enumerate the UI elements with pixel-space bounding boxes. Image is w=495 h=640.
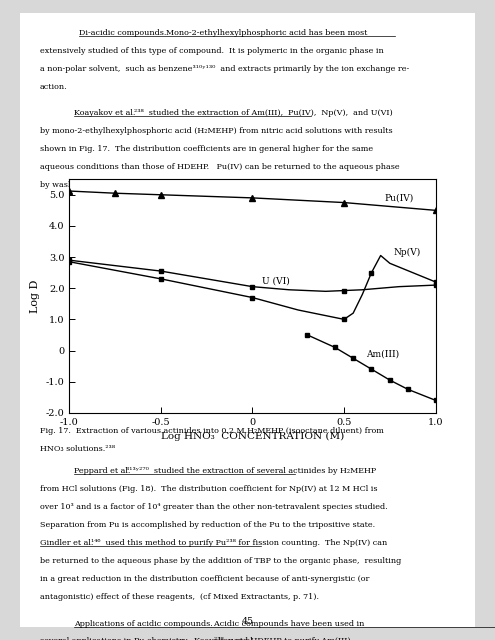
Text: U (VI): U (VI) (262, 276, 290, 285)
X-axis label: Log HNO₃  CONCENTRATION (M): Log HNO₃ CONCENTRATION (M) (161, 432, 344, 442)
Text: several applications in Pu chemistry.  Koayakov et al.: several applications in Pu chemistry. Ko… (40, 637, 255, 640)
Text: HNO₃ solutions.²³⁸: HNO₃ solutions.²³⁸ (40, 445, 115, 453)
Text: action.: action. (40, 83, 67, 90)
Text: ²³⁸  used HDEHP to purify Am(III): ²³⁸ used HDEHP to purify Am(III) (214, 637, 351, 640)
Text: Peppard et al.: Peppard et al. (74, 467, 131, 475)
Text: Mono-2-ethylhexylphosphoric acid has been most: Mono-2-ethylhexylphosphoric acid has bee… (161, 29, 367, 37)
Text: antagonistic) effect of these reagents,  (cf Mixed Extractants, p. 71).: antagonistic) effect of these reagents, … (40, 593, 319, 600)
Text: ³¹³ʸ²⁷⁰  studied the extraction of several actinides by H₂MEHP: ³¹³ʸ²⁷⁰ studied the extraction of severa… (126, 467, 376, 475)
Text: Am(III): Am(III) (366, 349, 399, 358)
Text: Separation from Pu is accomplished by reduction of the Pu to the tripositive sta: Separation from Pu is accomplished by re… (40, 521, 375, 529)
Text: ¹⁴⁶  used this method to purify Pu²³⁸ for fission counting.  The Np(IV) can: ¹⁴⁶ used this method to purify Pu²³⁸ for… (91, 539, 387, 547)
Text: a non-polar solvent,  such as benzene³¹⁰ʸ¹³⁰  and extracts primarily by the ion : a non-polar solvent, such as benzene³¹⁰ʸ… (40, 65, 409, 72)
Text: Fig. 17.  Extraction of various actinides into 0.2 M H₂MEHP (isooctane diluent) : Fig. 17. Extraction of various actinides… (40, 427, 384, 435)
Text: Applications of acidic compounds.: Applications of acidic compounds. (74, 620, 213, 627)
Text: in a great reduction in the distribution coefficient because of anti-synergistic: in a great reduction in the distribution… (40, 575, 369, 582)
Text: Acidic compounds have been used in: Acidic compounds have been used in (209, 620, 364, 627)
Text: shown in Fig. 17.  The distribution coefficients are in general higher for the s: shown in Fig. 17. The distribution coeff… (40, 145, 373, 153)
Text: aqueous conditions than those of HDEHP.   Pu(IV) can be returned to the aqueous : aqueous conditions than those of HDEHP. … (40, 163, 399, 171)
Text: Di-acidic compounds.: Di-acidic compounds. (79, 29, 167, 37)
Text: over 10³ and is a factor of 10⁴ greater than the other non-tetravalent species s: over 10³ and is a factor of 10⁴ greater … (40, 503, 387, 511)
Text: Pu(IV): Pu(IV) (384, 193, 413, 202)
Text: 45: 45 (242, 617, 253, 626)
Text: by mono-2-ethylhexylphosphoric acid (H₂MEHP) from nitric acid solutions with res: by mono-2-ethylhexylphosphoric acid (H₂M… (40, 127, 392, 136)
Text: Gindler et al.: Gindler et al. (40, 539, 93, 547)
Text: Np(V): Np(V) (394, 248, 421, 257)
Y-axis label: Log D: Log D (30, 279, 40, 313)
Text: ²³⁸  studied the extraction of Am(III),  Pu(IV),  Np(V),  and U(VI): ²³⁸ studied the extraction of Am(III), P… (134, 109, 393, 118)
Text: extensively studied of this type of compound.  It is polymeric in the organic ph: extensively studied of this type of comp… (40, 47, 383, 55)
Text: Koayakov et al.: Koayakov et al. (74, 109, 136, 118)
Text: from HCl solutions (Fig. 18).  The distribution coefficient for Np(IV) at 12 M H: from HCl solutions (Fig. 18). The distri… (40, 485, 377, 493)
Text: by washing with a 5% solution of potassium oxalate.: by washing with a 5% solution of potassi… (40, 181, 252, 189)
Text: be returned to the aqueous phase by the addition of TBP to the organic phase,  r: be returned to the aqueous phase by the … (40, 557, 401, 564)
